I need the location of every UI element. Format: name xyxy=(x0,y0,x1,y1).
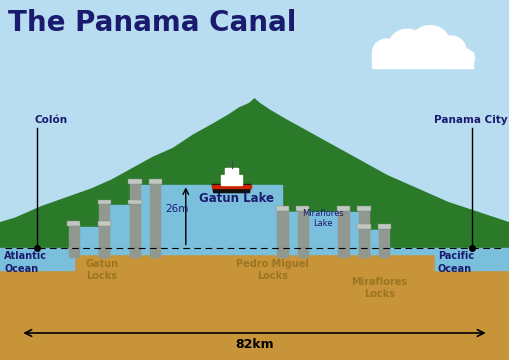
Polygon shape xyxy=(225,168,238,175)
Circle shape xyxy=(435,36,466,63)
Polygon shape xyxy=(67,221,80,226)
Circle shape xyxy=(411,26,449,60)
Polygon shape xyxy=(435,248,509,270)
Circle shape xyxy=(452,49,474,68)
Polygon shape xyxy=(212,185,251,188)
Text: 82km: 82km xyxy=(235,338,274,351)
Polygon shape xyxy=(0,248,509,360)
Polygon shape xyxy=(155,184,282,254)
Text: Pacific
Ocean: Pacific Ocean xyxy=(438,251,474,274)
Text: Gatun
Locks: Gatun Locks xyxy=(85,259,119,281)
Polygon shape xyxy=(384,248,435,254)
Text: The Panama Canal: The Panama Canal xyxy=(8,9,296,37)
Circle shape xyxy=(373,39,401,64)
Polygon shape xyxy=(357,206,371,211)
Polygon shape xyxy=(364,230,384,254)
Polygon shape xyxy=(379,227,389,256)
Polygon shape xyxy=(303,211,344,254)
Text: Miraflores
Lake: Miraflores Lake xyxy=(302,208,344,228)
Polygon shape xyxy=(276,206,289,211)
Polygon shape xyxy=(364,230,384,254)
Text: Gatun Lake: Gatun Lake xyxy=(199,192,274,204)
Polygon shape xyxy=(135,184,155,254)
Text: Atlantic
Ocean: Atlantic Ocean xyxy=(4,251,47,274)
Polygon shape xyxy=(128,200,142,204)
Polygon shape xyxy=(130,203,140,256)
Polygon shape xyxy=(282,211,303,254)
Polygon shape xyxy=(282,211,303,254)
Polygon shape xyxy=(128,179,142,184)
Polygon shape xyxy=(98,221,111,226)
Polygon shape xyxy=(150,182,160,256)
Polygon shape xyxy=(359,209,369,256)
Text: Pedro Miguel
Locks: Pedro Miguel Locks xyxy=(236,259,309,281)
Polygon shape xyxy=(372,52,473,68)
Polygon shape xyxy=(357,224,371,229)
Polygon shape xyxy=(99,203,109,256)
Text: 26m: 26m xyxy=(165,204,188,214)
Polygon shape xyxy=(0,99,509,248)
Polygon shape xyxy=(344,211,364,254)
Text: Colón: Colón xyxy=(34,115,67,125)
Polygon shape xyxy=(98,200,111,204)
Polygon shape xyxy=(338,209,349,256)
Polygon shape xyxy=(130,182,140,256)
Polygon shape xyxy=(69,225,79,256)
Polygon shape xyxy=(99,225,109,256)
Text: Miraflores
Locks: Miraflores Locks xyxy=(351,277,407,299)
Polygon shape xyxy=(221,175,242,184)
Polygon shape xyxy=(104,205,135,254)
Polygon shape xyxy=(212,184,251,193)
Polygon shape xyxy=(337,206,350,211)
Text: Panama City: Panama City xyxy=(434,115,508,125)
Polygon shape xyxy=(149,179,162,184)
Polygon shape xyxy=(296,206,309,211)
Polygon shape xyxy=(359,227,369,256)
Polygon shape xyxy=(74,227,104,254)
Polygon shape xyxy=(0,248,74,270)
Circle shape xyxy=(389,29,425,61)
Polygon shape xyxy=(298,209,308,256)
Polygon shape xyxy=(378,224,391,229)
Polygon shape xyxy=(277,209,288,256)
